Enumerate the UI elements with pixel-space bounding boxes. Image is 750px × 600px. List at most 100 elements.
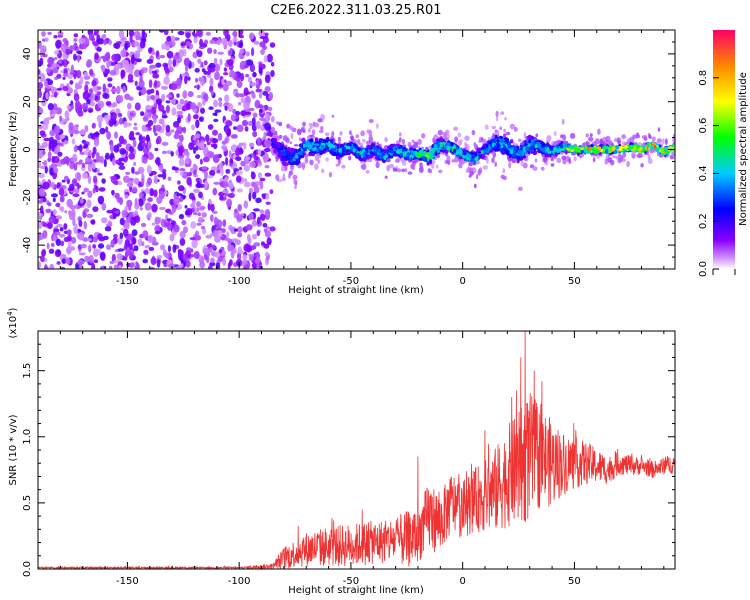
noise-speckle: [270, 70, 275, 77]
ridge-halo: [362, 138, 366, 143]
noise-speckle: [187, 113, 191, 122]
noise-speckle: [259, 92, 263, 99]
noise-speckle: [61, 138, 65, 143]
noise-speckle: [233, 247, 237, 254]
ridge-halo: [421, 146, 424, 150]
noise-speckle: [77, 50, 83, 55]
ridge-mark: [593, 149, 598, 153]
noise-speckle: [258, 108, 263, 113]
noise-speckle: [72, 193, 80, 198]
noise-speckle: [146, 109, 152, 113]
noise-speckle: [45, 208, 52, 214]
noise-speckle: [191, 239, 198, 249]
noise-speckle: [105, 152, 110, 160]
ridge-halo: [419, 162, 423, 167]
noise-speckle: [141, 142, 148, 147]
ridge-halo: [290, 165, 294, 172]
ridge-halo: [622, 152, 627, 158]
noise-speckle: [133, 122, 137, 126]
noise-speckle: [154, 230, 161, 235]
ridge-mark: [314, 143, 320, 147]
ridge-halo: [520, 160, 525, 167]
noise-speckle: [96, 46, 102, 52]
noise-speckle: [244, 126, 249, 132]
noise-speckle: [55, 202, 61, 208]
noise-speckle: [139, 75, 143, 82]
noise-speckle: [208, 264, 213, 269]
noise-speckle: [44, 266, 49, 269]
noise-speckle: [264, 86, 271, 93]
noise-speckle: [138, 192, 144, 199]
noise-speckle: [81, 162, 86, 169]
noise-speckle: [84, 125, 89, 133]
ridge-mark: [428, 155, 434, 158]
ridge-halo: [302, 129, 306, 133]
noise-speckle: [178, 147, 183, 157]
noise-speckle: [103, 73, 108, 78]
ridge-halo: [447, 133, 450, 141]
noise-speckle: [112, 157, 116, 166]
noise-speckle: [224, 106, 228, 111]
noise-speckle: [252, 191, 257, 200]
noise-speckle: [221, 189, 229, 194]
noise-speckle: [243, 164, 250, 172]
noise-speckle: [205, 134, 210, 143]
noise-speckle: [115, 174, 121, 180]
ridge-halo: [292, 174, 298, 180]
noise-speckle: [52, 103, 58, 111]
noise-speckle: [55, 238, 62, 246]
ridge-halo: [613, 138, 618, 142]
noise-speckle: [152, 73, 160, 79]
ridge-halo: [388, 163, 395, 169]
noise-speckle: [187, 76, 191, 81]
ridge-mark: [604, 149, 609, 154]
ridge-halo: [491, 157, 495, 164]
noise-speckle: [102, 83, 107, 92]
noise-speckle: [38, 233, 42, 242]
ridge-mark: [434, 150, 438, 156]
noise-speckle: [143, 249, 149, 255]
noise-speckle: [241, 119, 249, 127]
ridge-mark: [511, 152, 516, 158]
ridge-halo: [348, 155, 352, 161]
ridge-halo: [484, 124, 489, 130]
figure-title: C2E6.2022.311.03.25.R01: [270, 3, 441, 18]
noise-speckle: [197, 102, 202, 108]
noise-speckle: [233, 126, 238, 130]
ridge-halo: [289, 125, 292, 131]
noise-speckle: [237, 246, 242, 254]
ridge-mark: [366, 145, 372, 150]
ridge-mark: [388, 154, 391, 159]
noise-speckle: [205, 31, 211, 36]
noise-speckle: [141, 136, 147, 143]
noise-speckle: [212, 137, 216, 143]
spectrogram-marks: [38, 30, 675, 269]
noise-speckle: [243, 200, 249, 209]
noise-speckle: [125, 247, 131, 256]
noise-speckle: [157, 55, 161, 60]
ridge-mark: [333, 142, 337, 146]
noise-speckle: [41, 141, 48, 148]
noise-speckle: [38, 173, 45, 179]
noise-speckle: [38, 212, 43, 217]
noise-speckle: [63, 156, 70, 164]
noise-speckle: [243, 142, 247, 150]
noise-speckle: [256, 230, 261, 237]
ridge-mark: [534, 144, 538, 149]
noise-speckle: [151, 203, 158, 213]
noise-speckle: [48, 248, 55, 254]
ridge-halo: [349, 135, 355, 140]
ridge-halo: [280, 166, 286, 172]
noise-speckle: [200, 61, 204, 68]
noise-speckle: [71, 138, 76, 145]
ridge-halo: [662, 138, 665, 145]
noise-speckle: [170, 83, 178, 91]
ridge-halo: [282, 135, 288, 142]
ridge-halo: [270, 126, 276, 134]
ridge-halo: [475, 174, 479, 180]
noise-speckle: [207, 124, 214, 130]
ridge-mark: [496, 139, 500, 143]
noise-speckle: [259, 41, 266, 48]
noise-speckle: [97, 243, 105, 249]
ridge-halo: [532, 166, 538, 172]
